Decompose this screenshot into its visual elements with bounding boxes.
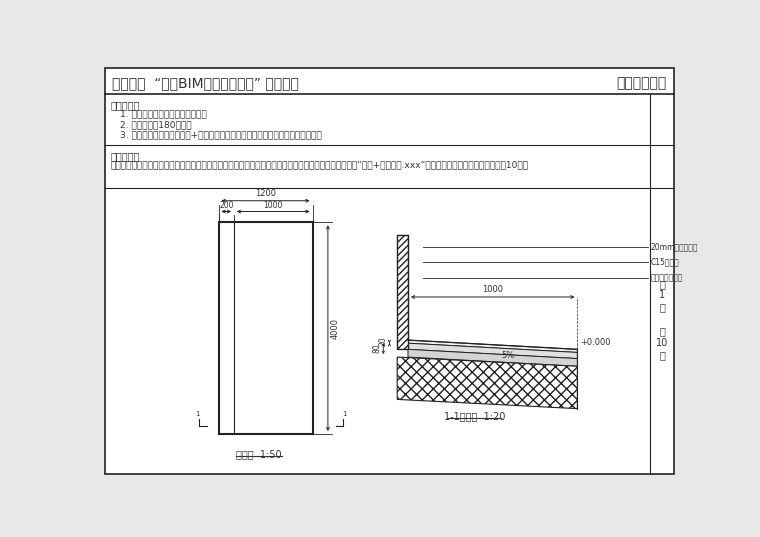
Polygon shape (408, 350, 578, 366)
Text: +0.000: +0.000 (580, 338, 610, 347)
Bar (397, 235, 408, 350)
Text: 试题部分：: 试题部分： (111, 151, 140, 161)
Text: 1: 1 (195, 411, 200, 417)
Text: 1. 考试方式：计算机操作，闭卷；: 1. 考试方式：计算机操作，闭卷； (120, 109, 207, 118)
Text: 20: 20 (378, 337, 387, 346)
Text: 2. 考试时间为180分钟；: 2. 考试时间为180分钟； (120, 120, 192, 129)
Polygon shape (397, 357, 578, 409)
Text: 考试要求：: 考试要求： (111, 100, 140, 110)
Text: 第十六期  “全国BIM技能等级考试” 一级试题: 第十六期 “全国BIM技能等级考试” 一级试题 (112, 76, 299, 90)
Text: 平面图  1:50: 平面图 1:50 (236, 449, 281, 460)
Text: 1000: 1000 (264, 201, 283, 210)
Text: 页: 页 (659, 302, 665, 312)
Text: 20mm厚水泥砂浆: 20mm厚水泥砂浆 (651, 242, 698, 251)
Bar (219, 222, 312, 434)
Text: 5%: 5% (502, 351, 515, 360)
Polygon shape (408, 343, 578, 359)
Text: 3. 新建文件夹（以准考证号+姓名命名），用于存放本次考试中生成的全部文件。: 3. 新建文件夹（以准考证号+姓名命名），用于存放本次考试中生成的全部文件。 (120, 130, 321, 140)
Text: 一、根据给定尺寸建立墙与水泥砂浆散水模型，地形尺寸自定义，未标明尺寸不作要求，请将模型文件以“散水+考生姓名.xxx”为文件名保存到考生文件夹中。（10分）: 一、根据给定尺寸建立墙与水泥砂浆散水模型，地形尺寸自定义，未标明尺寸不作要求，请… (111, 161, 529, 170)
Text: 1200: 1200 (255, 190, 276, 198)
Text: 共: 共 (659, 326, 665, 337)
Text: 1-1剖面图  1:20: 1-1剖面图 1:20 (444, 411, 505, 421)
Text: 1: 1 (659, 291, 665, 300)
Text: 碎石垫层夯上实: 碎石垫层夯上实 (651, 273, 683, 282)
Text: C15混凝土: C15混凝土 (651, 258, 679, 267)
Text: 1000: 1000 (482, 285, 503, 294)
Text: 1: 1 (343, 411, 347, 417)
Polygon shape (408, 340, 578, 352)
Text: 4000: 4000 (330, 318, 339, 339)
Text: 第: 第 (659, 279, 665, 289)
Text: 中国图学学会: 中国图学学会 (616, 76, 667, 90)
Text: 页: 页 (659, 350, 665, 360)
Text: 80: 80 (372, 344, 381, 353)
Text: 200: 200 (219, 201, 233, 210)
Text: 10: 10 (656, 338, 668, 348)
